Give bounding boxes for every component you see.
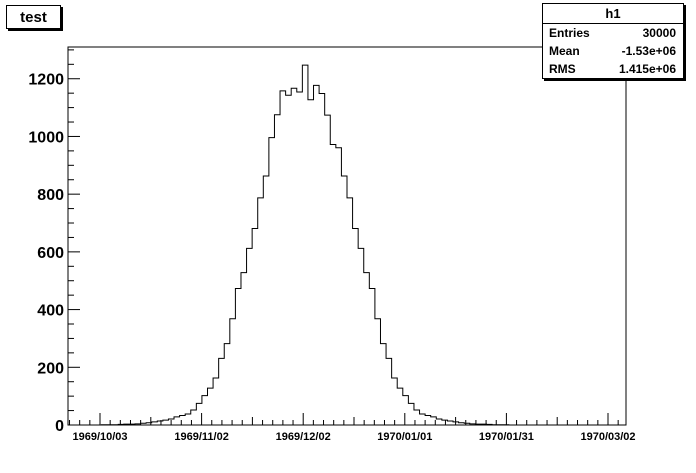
y-tick-label: 200 bbox=[37, 360, 64, 377]
stats-row-entries: Entries 30000 bbox=[543, 24, 683, 42]
stats-label: RMS bbox=[549, 62, 576, 76]
stats-label: Mean bbox=[549, 44, 580, 58]
x-tick-label: 1969/12/02 bbox=[276, 431, 331, 443]
x-tick-label: 1970/01/01 bbox=[377, 431, 432, 443]
stats-value: -1.53e+06 bbox=[621, 44, 676, 58]
y-tick-label: 800 bbox=[37, 187, 64, 204]
y-tick-label: 1200 bbox=[28, 72, 64, 89]
x-axis: 1969/10/03 1969/11/02 1969/12/02 1970/01/01… bbox=[69, 413, 636, 443]
stats-value: 1.415e+06 bbox=[618, 62, 676, 76]
x-tick-label: 1970/03/02 bbox=[580, 431, 635, 443]
stats-value: 30000 bbox=[642, 26, 676, 40]
histogram-line bbox=[68, 64, 626, 426]
x-tick-label: 1970/01/31 bbox=[479, 431, 534, 443]
title-box: test bbox=[6, 5, 61, 29]
y-tick-label: 0 bbox=[55, 418, 64, 435]
stats-row-mean: Mean -1.53e+06 bbox=[543, 42, 683, 60]
plot-frame bbox=[67, 46, 627, 426]
chart-title: test bbox=[20, 8, 47, 26]
x-tick-label: 1969/10/03 bbox=[72, 431, 127, 443]
stats-row-rms: RMS 1.415e+06 bbox=[543, 60, 683, 78]
stats-title: h1 bbox=[543, 4, 683, 24]
y-tick-label: 400 bbox=[37, 303, 64, 320]
stats-box: h1 Entries 30000 Mean -1.53e+06 RMS 1.41… bbox=[542, 3, 684, 79]
y-tick-label: 1000 bbox=[28, 129, 64, 146]
x-tick-label: 1969/11/02 bbox=[174, 431, 228, 443]
y-tick-label: 600 bbox=[37, 245, 64, 262]
y-axis: 0 200 400 600 800 1000 1200 bbox=[28, 49, 80, 435]
stats-label: Entries bbox=[549, 26, 590, 40]
